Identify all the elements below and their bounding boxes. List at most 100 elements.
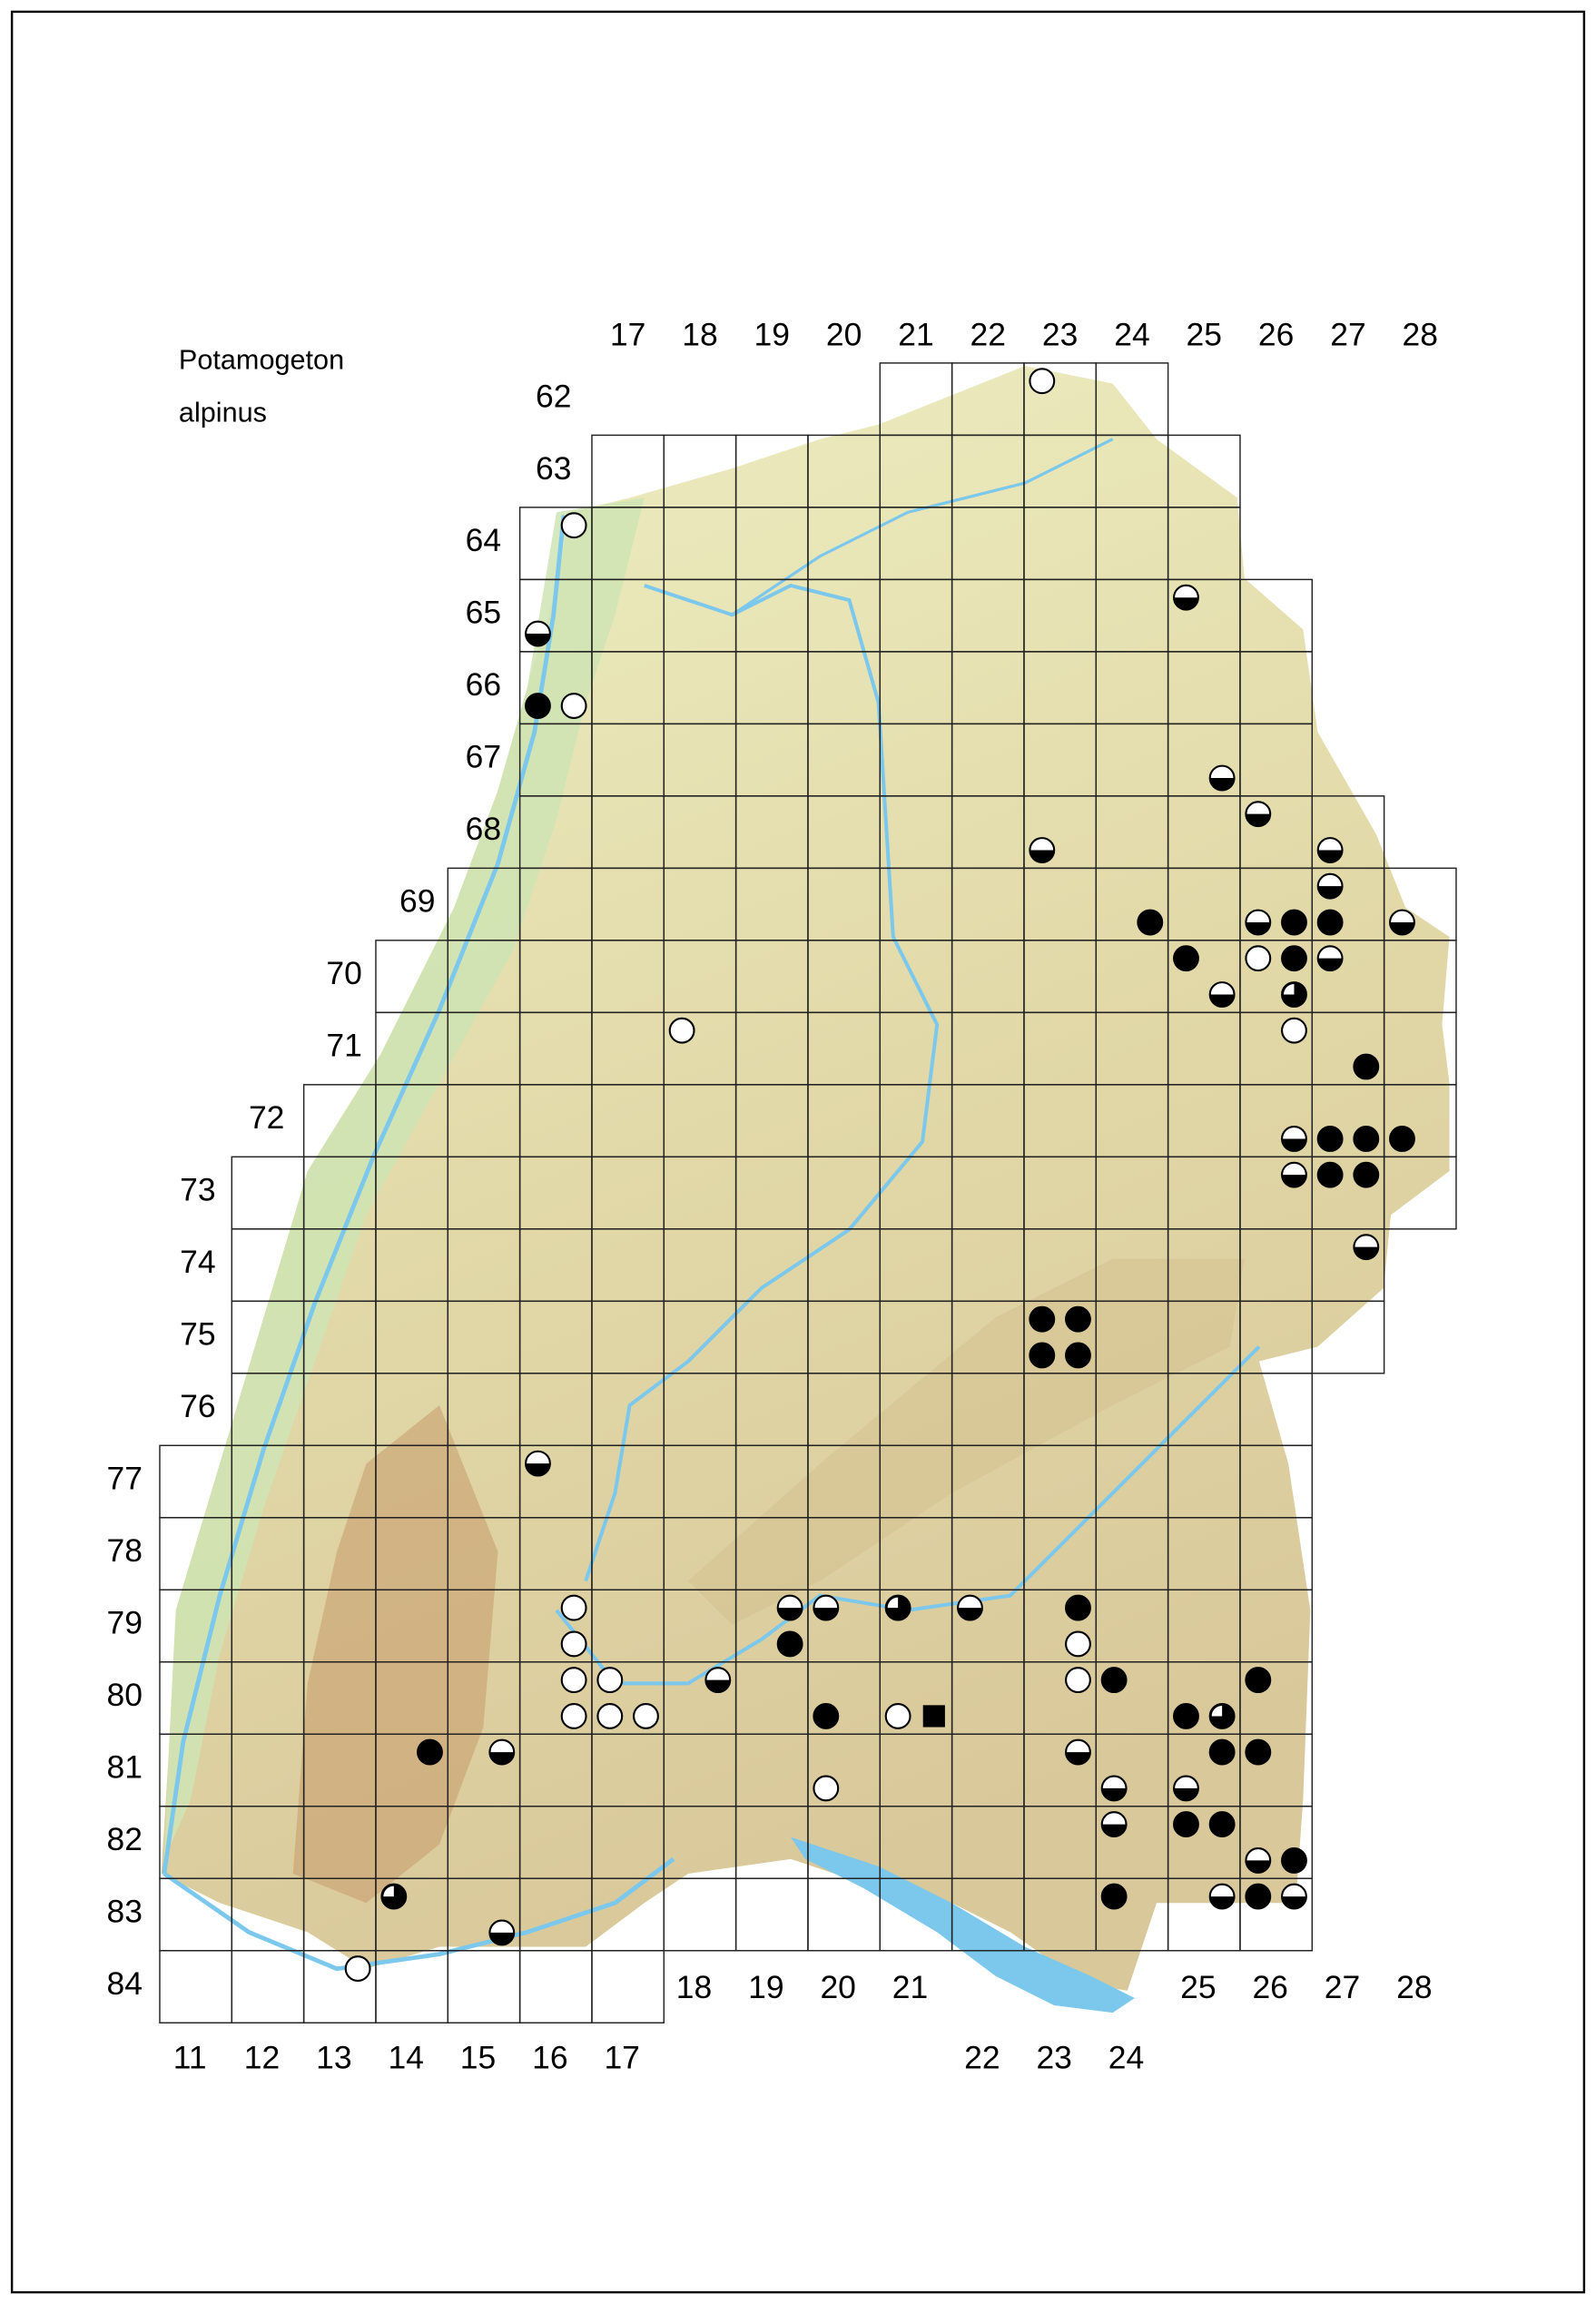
occurrence-open <box>668 1017 695 1044</box>
row-label: 71 <box>326 1028 361 1064</box>
lake-constance <box>790 1836 1135 2014</box>
column-label-bottom: 12 <box>244 2039 280 2075</box>
occurrence-filled <box>1208 1738 1236 1766</box>
species-name-line2: alpinus <box>179 397 267 428</box>
occurrence-half <box>1316 945 1344 972</box>
occurrence-filled <box>1245 1667 1272 1694</box>
grid-cell <box>1311 1300 1385 1374</box>
half-fill <box>1317 850 1343 862</box>
half-fill <box>1246 1860 1271 1873</box>
occurrence-filled <box>1173 1811 1199 1838</box>
circle-marker <box>1389 1126 1415 1152</box>
column-label-bottom: 15 <box>460 2039 496 2075</box>
occurrence-filled <box>417 1738 443 1766</box>
column-label-bottom: 19 <box>748 1969 783 2005</box>
occurrence-half <box>1208 764 1236 792</box>
circle-marker <box>525 693 551 719</box>
neckar-river <box>584 583 940 1582</box>
species-name-line1: Potamogeton <box>179 344 344 375</box>
occurrence-half <box>488 1738 516 1766</box>
circle-marker <box>813 1703 840 1729</box>
row-label: 80 <box>107 1677 143 1713</box>
half-fill <box>1174 1787 1198 1801</box>
half-fill <box>1246 813 1271 827</box>
occurrence-half <box>1100 1811 1128 1838</box>
column-label-top: 27 <box>1330 317 1365 353</box>
circle-marker <box>560 1630 587 1658</box>
column-label-bottom: 16 <box>532 2039 567 2075</box>
row-label: 67 <box>466 739 501 775</box>
occurrence-open <box>560 1667 587 1694</box>
quarter-gap <box>1284 984 1295 995</box>
column-label-top: 20 <box>826 317 862 353</box>
half-fill <box>526 1463 550 1476</box>
circle-marker <box>813 1775 840 1802</box>
column-label-bottom: 18 <box>676 1969 712 2005</box>
column-label-bottom: 21 <box>892 1969 928 2005</box>
half-fill <box>1209 1896 1235 1909</box>
column-label-top: 21 <box>898 317 933 353</box>
occurrence-open <box>633 1703 659 1729</box>
circle-marker <box>1173 945 1199 972</box>
half-fill <box>1066 1752 1090 1765</box>
half-fill <box>1282 1896 1306 1909</box>
circle-marker <box>560 512 587 539</box>
occurrence-filled <box>813 1703 840 1729</box>
circle-marker <box>560 1667 587 1694</box>
column-label-bottom: 27 <box>1325 1969 1360 2005</box>
occurrence-open <box>596 1667 624 1694</box>
occurrence-half <box>1281 1126 1307 1152</box>
circle-marker <box>1029 368 1056 395</box>
half-fill <box>1282 1175 1306 1187</box>
occurrence-symbols <box>344 368 1415 1983</box>
half-fill <box>1030 850 1055 862</box>
half-fill <box>1282 1138 1306 1151</box>
column-label-top: 23 <box>1042 317 1078 353</box>
row-label: 83 <box>107 1894 143 1930</box>
occurrence-half <box>1173 584 1199 611</box>
row-label: 73 <box>180 1172 215 1208</box>
occurrence-half <box>488 1919 516 1946</box>
occurrence-filled <box>1353 1161 1380 1188</box>
column-label-bottom: 13 <box>316 2039 351 2075</box>
row-label: 76 <box>180 1388 215 1424</box>
occurrence-open <box>560 1703 587 1729</box>
occurrence-filled <box>1281 909 1307 936</box>
occurrence-half <box>1245 801 1272 828</box>
grid-cell <box>591 1950 665 2023</box>
circle-marker <box>560 1594 587 1621</box>
occurrence-filled <box>1065 1342 1091 1369</box>
column-label-top: 19 <box>754 317 790 353</box>
row-label: 65 <box>466 595 501 631</box>
circle-marker <box>1173 1703 1199 1729</box>
occurrence-open <box>560 1594 587 1621</box>
occurrence-open <box>813 1775 840 1802</box>
occurrence-half <box>813 1594 840 1621</box>
circle-marker <box>1316 1161 1344 1188</box>
half-fill <box>489 1752 515 1765</box>
row-label: 64 <box>466 522 501 558</box>
occurrence-filled <box>1029 1342 1056 1369</box>
quarter-gap <box>383 1886 394 1897</box>
occurrence-half <box>1281 1161 1307 1188</box>
circle-marker <box>1281 909 1307 936</box>
column-label-bottom: 26 <box>1252 1969 1287 2005</box>
occurrence-open <box>1245 945 1272 972</box>
circle-marker <box>1065 1667 1091 1694</box>
occurrence-filled <box>1173 1703 1199 1729</box>
occurrence-filled <box>1100 1883 1128 1910</box>
circle-marker <box>1281 981 1307 1008</box>
circle-marker <box>1100 1883 1128 1910</box>
half-fill <box>1209 778 1235 791</box>
row-label: 66 <box>466 666 501 703</box>
column-label-top: 18 <box>682 317 717 353</box>
circle-marker <box>1316 1126 1344 1152</box>
circle-marker <box>1029 1305 1056 1333</box>
row-label: 69 <box>399 883 435 920</box>
circle-marker <box>344 1955 371 1983</box>
column-label-bottom: 23 <box>1036 2039 1071 2075</box>
legend-box <box>165 292 513 571</box>
column-label-top: 26 <box>1258 317 1294 353</box>
grid <box>159 362 1457 2023</box>
